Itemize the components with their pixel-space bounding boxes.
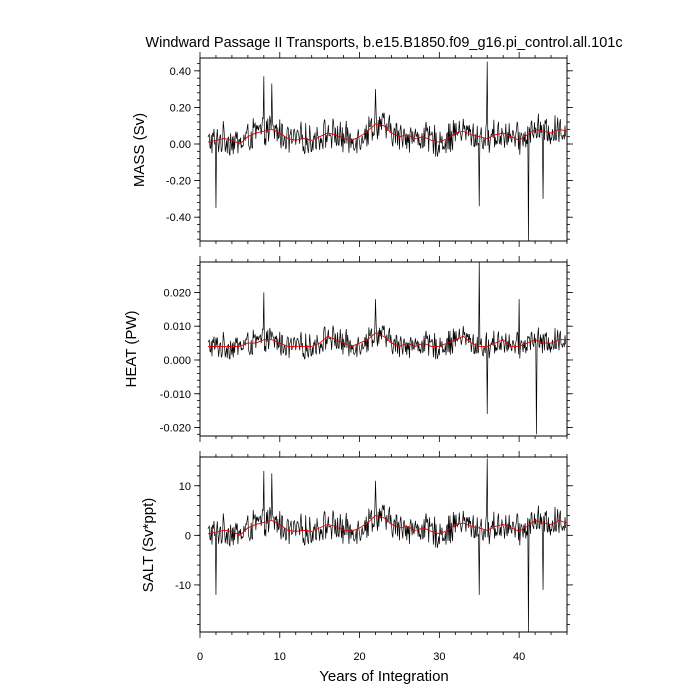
heat-x-ticks: [199, 256, 568, 442]
mass-ytick-label: 0.20: [170, 102, 191, 114]
mass-plot-frame: [199, 57, 568, 242]
chart-title: Windward Passage II Transports, b.e15.B1…: [145, 35, 622, 51]
heat-ytick-label: -0.020: [160, 423, 191, 435]
mass-plot-area: [207, 61, 568, 242]
salt-y-axis-label: SALT (Sv*ppt): [140, 498, 157, 592]
mass-x-ticks: [199, 52, 568, 247]
salt-panel: -10 0 10 SALT (Sv*ppt): [140, 451, 573, 638]
x-axis-label: Years of Integration: [319, 668, 449, 685]
mass-running-mean: [207, 123, 568, 145]
x-tick-label: 0: [197, 651, 203, 663]
x-tick-labels: 0 10 20 30 40: [197, 651, 525, 663]
heat-running-mean: [207, 332, 567, 347]
mass-monthly-series: [207, 61, 567, 242]
heat-ytick-label: -0.010: [160, 389, 191, 401]
heat-panel: -0.020 -0.010 0.000 0.010 0.020 HEAT (PW): [123, 256, 573, 442]
heat-monthly-series: [207, 261, 567, 435]
salt-ytick-label: 0: [185, 530, 191, 542]
x-tick-label: 10: [274, 651, 286, 663]
mass-panel: -0.40 -0.20 0.00 0.20 0.40 MASS (Sv): [131, 52, 573, 247]
mass-ytick-label: -0.40: [166, 212, 191, 224]
salt-plot-area: [207, 458, 568, 633]
salt-x-ticks: [199, 451, 568, 638]
salt-y-ticks: -10 0 10: [175, 465, 573, 625]
mass-ytick-label: 0.40: [170, 66, 191, 78]
heat-plot-area: [207, 261, 567, 435]
heat-plot-frame: [199, 261, 568, 437]
salt-ytick-label: 10: [179, 481, 191, 493]
salt-ytick-label: -10: [175, 580, 191, 592]
heat-y-axis-label: HEAT (PW): [123, 311, 140, 388]
mass-ytick-label: -0.20: [166, 176, 191, 188]
heat-y-ticks: -0.020 -0.010 0.000 0.010 0.020: [160, 264, 573, 435]
heat-ytick-label: 0.020: [163, 287, 191, 299]
x-tick-label: 40: [513, 651, 525, 663]
x-tick-label: 30: [433, 651, 445, 663]
salt-running-mean: [207, 515, 568, 536]
mass-ytick-label: 0.00: [170, 139, 191, 151]
mass-y-ticks: -0.40 -0.20 0.00 0.20 0.40: [166, 63, 573, 240]
heat-ytick-label: 0.000: [163, 355, 191, 367]
salt-plot-frame: [199, 456, 568, 633]
salt-monthly-series: [207, 458, 567, 633]
mass-y-axis-label: MASS (Sv): [131, 113, 148, 187]
heat-ytick-label: 0.010: [163, 321, 191, 333]
x-tick-label: 20: [353, 651, 365, 663]
